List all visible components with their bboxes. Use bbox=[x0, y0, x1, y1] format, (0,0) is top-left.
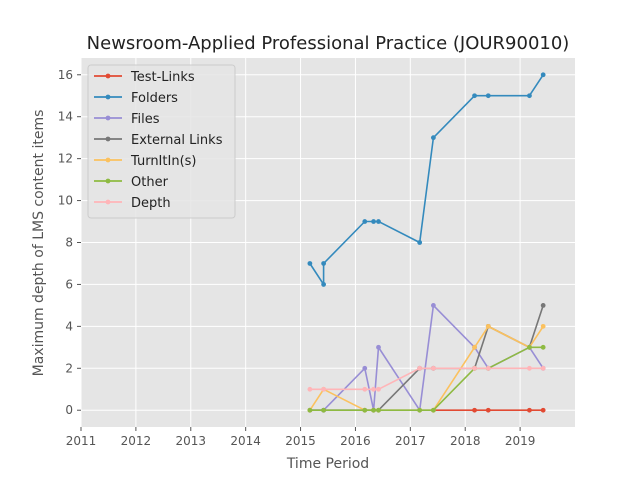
y-tick-label: 2 bbox=[65, 361, 73, 375]
data-point-depth bbox=[321, 386, 327, 392]
data-point-folders bbox=[307, 261, 313, 266]
data-point-turnitin-s bbox=[540, 323, 546, 329]
legend-item: External Links bbox=[94, 133, 223, 148]
legend-item: Folders bbox=[94, 91, 178, 106]
data-point-files bbox=[430, 302, 436, 308]
data-point-other bbox=[417, 407, 423, 413]
series-depth bbox=[307, 365, 546, 392]
data-point-folders bbox=[371, 219, 376, 224]
data-point-depth bbox=[485, 365, 491, 371]
data-point-turnitin-s bbox=[472, 344, 477, 350]
data-point-other bbox=[540, 344, 546, 350]
x-tick-label: 2019 bbox=[505, 434, 536, 448]
data-point-depth bbox=[417, 365, 423, 371]
y-tick-label: 0 bbox=[65, 403, 73, 417]
x-axis-label: Time Period bbox=[286, 456, 369, 472]
x-tick-label: 2015 bbox=[285, 434, 316, 448]
data-point-files bbox=[362, 365, 368, 371]
data-point-folders bbox=[527, 93, 532, 99]
data-point-folders bbox=[321, 261, 327, 266]
legend-item: Test-Links bbox=[94, 70, 195, 85]
legend-label: Test-Links bbox=[130, 70, 195, 85]
data-point-test-links bbox=[472, 407, 477, 413]
x-tick-label: 2017 bbox=[395, 434, 426, 448]
chart-title: Newsroom-Applied Professional Practice (… bbox=[87, 33, 570, 54]
legend-label: Files bbox=[131, 112, 160, 127]
y-axis-label: Maximum depth of LMS content items bbox=[31, 110, 47, 377]
series-layer bbox=[307, 72, 546, 413]
series-other bbox=[307, 344, 546, 413]
legend-marker bbox=[105, 73, 111, 79]
x-tick-label: 2013 bbox=[176, 434, 207, 448]
data-point-external-links bbox=[540, 302, 546, 308]
legend-marker bbox=[105, 157, 111, 163]
data-point-folders bbox=[430, 135, 436, 141]
x-tick-label: 2016 bbox=[340, 434, 371, 448]
y-axis-ticks: 0 2 4 6 8 10 12 14 16 bbox=[58, 68, 81, 417]
data-point-folders bbox=[376, 219, 381, 224]
legend: Test-Links Folders Files External Links Turn… bbox=[87, 64, 236, 219]
x-tick-label: 2011 bbox=[66, 434, 97, 448]
data-point-depth bbox=[472, 365, 477, 371]
data-point-other bbox=[362, 407, 368, 413]
legend-marker bbox=[105, 178, 111, 184]
data-point-folders bbox=[485, 93, 491, 99]
y-tick-label: 8 bbox=[65, 236, 73, 250]
x-tick-label: 2012 bbox=[121, 434, 152, 448]
x-axis-ticks: 2011 2012 2013 2014 2015 2016 2017 2018 2019 bbox=[66, 427, 536, 448]
data-point-depth bbox=[307, 386, 313, 392]
data-point-depth bbox=[540, 365, 546, 371]
data-point-depth bbox=[430, 365, 436, 371]
data-point-files bbox=[376, 344, 381, 350]
data-point-test-links bbox=[540, 407, 546, 413]
legend-marker bbox=[105, 199, 111, 205]
y-tick-label: 12 bbox=[58, 152, 73, 166]
data-point-other bbox=[321, 407, 327, 413]
data-point-other bbox=[307, 407, 313, 413]
y-tick-label: 4 bbox=[65, 319, 73, 333]
data-point-other bbox=[527, 344, 532, 350]
y-tick-label: 6 bbox=[65, 277, 73, 291]
data-point-test-links bbox=[485, 407, 491, 413]
data-point-test-links bbox=[527, 407, 532, 413]
legend-label: Depth bbox=[131, 196, 171, 211]
y-tick-label: 14 bbox=[58, 110, 73, 124]
data-point-depth bbox=[362, 386, 368, 392]
legend-box bbox=[87, 64, 236, 219]
data-point-other bbox=[371, 407, 376, 413]
data-point-other bbox=[430, 407, 436, 413]
data-point-folders bbox=[362, 219, 368, 224]
data-point-turnitin-s bbox=[485, 323, 491, 329]
data-point-depth bbox=[371, 386, 376, 392]
data-point-depth bbox=[376, 386, 381, 392]
legend-item: Depth bbox=[94, 196, 171, 211]
data-point-folders bbox=[417, 240, 423, 245]
data-point-other bbox=[376, 407, 381, 413]
legend-label: TurnItIn(s) bbox=[130, 154, 196, 169]
series-folders bbox=[307, 72, 546, 287]
x-tick-label: 2018 bbox=[450, 434, 481, 448]
legend-marker bbox=[105, 136, 111, 142]
data-point-folders bbox=[540, 72, 546, 78]
legend-item: TurnItIn(s) bbox=[94, 154, 196, 169]
legend-marker bbox=[105, 94, 111, 100]
legend-label: Other bbox=[131, 175, 169, 190]
series-line-folders bbox=[309, 74, 544, 286]
data-point-folders bbox=[321, 282, 327, 287]
gridlines bbox=[80, 58, 575, 427]
legend-label: External Links bbox=[131, 133, 223, 148]
legend-item: Files bbox=[94, 112, 160, 127]
y-tick-label: 10 bbox=[58, 194, 73, 208]
data-point-folders bbox=[472, 93, 477, 99]
legend-marker bbox=[105, 115, 111, 121]
legend-label: Folders bbox=[131, 91, 178, 106]
legend-item: Other bbox=[94, 175, 169, 190]
y-tick-label: 16 bbox=[58, 68, 73, 82]
data-point-depth bbox=[527, 365, 532, 371]
x-tick-label: 2014 bbox=[230, 434, 261, 448]
